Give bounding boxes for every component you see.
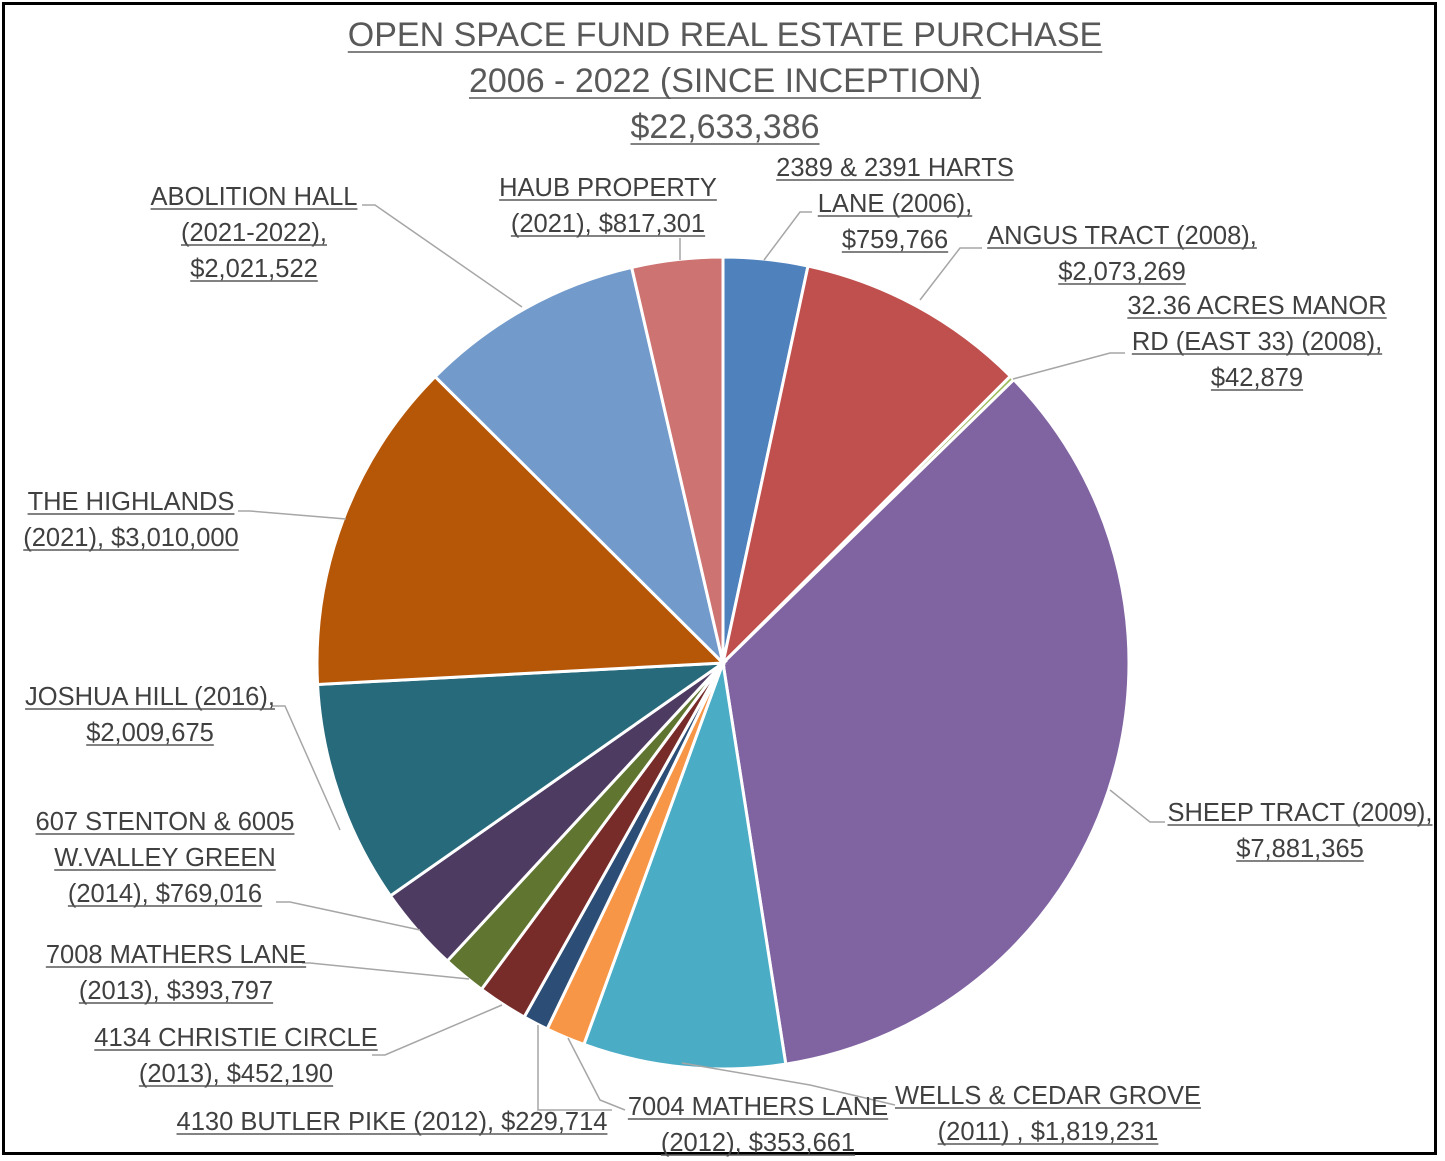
pie-slice-4 xyxy=(581,662,788,1071)
data-label-0: 2389 & 2391 HARTS LANE (2006), $759,766 xyxy=(776,154,1014,254)
data-label-1: ANGUS TRACT (2008), $2,073,269 xyxy=(987,222,1257,286)
leader-line-11 xyxy=(238,510,347,520)
leader-line-8 xyxy=(302,962,470,980)
data-label-11: THE HIGHLANDS (2021), $3,010,000 xyxy=(23,488,239,552)
leader-line-10 xyxy=(272,705,341,831)
data-label-1-line-0: ANGUS TRACT (2008), xyxy=(987,222,1257,250)
data-label-11-line-1: (2021), $3,010,000 xyxy=(23,524,239,552)
data-label-1-line-1: $2,073,269 xyxy=(1058,258,1186,286)
data-label-0-line-1: LANE (2006), xyxy=(818,190,973,218)
data-label-12-line-2: $2,021,522 xyxy=(190,255,318,283)
leader-line-5 xyxy=(567,1037,626,1111)
pie-slice-3 xyxy=(721,377,1131,1066)
leader-line-3 xyxy=(1109,789,1165,823)
data-label-9: 607 STENTON & 6005 W.VALLEY GREEN (2014), … xyxy=(35,808,295,908)
data-label-11-line-0: THE HIGHLANDS xyxy=(28,488,235,516)
leader-line-7 xyxy=(372,1004,503,1056)
data-label-12-line-1: (2021-2022), xyxy=(181,219,327,247)
data-label-6-line-0: 4130 BUTLER PIKE (2012), $229,714 xyxy=(177,1108,608,1136)
leader-lines xyxy=(238,204,1165,1111)
leader-line-6 xyxy=(537,1025,612,1111)
data-label-0-line-0: 2389 & 2391 HARTS xyxy=(776,154,1014,182)
data-label-3: SHEEP TRACT (2009), $7,881,365 xyxy=(1167,799,1433,863)
data-label-5-line-1: (2012), $353,661 xyxy=(661,1129,855,1157)
data-label-4-line-0: WELLS & CEDAR GROVE xyxy=(895,1082,1201,1110)
data-label-2-line-1: RD (EAST 33) (2008), xyxy=(1132,328,1382,356)
data-label-10-line-0: JOSHUA HILL (2016), xyxy=(25,683,275,711)
data-label-6: 4130 BUTLER PIKE (2012), $229,714 xyxy=(176,1108,608,1136)
data-label-13-line-1: (2021), $817,301 xyxy=(511,210,705,238)
data-label-10-line-1: $2,009,675 xyxy=(86,719,214,747)
data-label-3-line-1: $7,881,365 xyxy=(1236,835,1364,863)
pie-slice-13 xyxy=(629,255,725,664)
data-label-8: 7008 MATHERS LANE (2013), $393,797 xyxy=(45,941,307,1005)
data-label-10: JOSHUA HILL (2016), $2,009,675 xyxy=(25,683,275,747)
data-label-2: 32.36 ACRES MANOR RD (EAST 33) (2008), $42… xyxy=(1127,292,1387,392)
data-label-3-line-0: SHEEP TRACT (2009), xyxy=(1167,799,1432,827)
data-label-8-line-1: (2013), $393,797 xyxy=(79,977,273,1005)
data-label-7: 4134 CHRISTIE CIRCLE (2013), $452,190 xyxy=(94,1024,378,1088)
data-label-5-line-0: 7004 MATHERS LANE xyxy=(628,1093,888,1121)
pie-slice-12 xyxy=(433,265,726,668)
data-label-2-line-2: $42,879 xyxy=(1211,364,1303,392)
data-label-8-line-0: 7008 MATHERS LANE xyxy=(46,941,306,969)
data-label-7-line-1: (2013), $452,190 xyxy=(139,1060,333,1088)
data-label-4-line-1: (2011) , $1,819,231 xyxy=(938,1118,1159,1146)
data-label-13: HAUB PROPERTY (2021), $817,301 xyxy=(499,174,717,238)
data-label-9-line-2: (2014), $769,016 xyxy=(68,880,262,908)
data-label-12: ABOLITION HALL (2021-2022), $2,021,522 xyxy=(150,183,358,283)
leader-line-1 xyxy=(919,247,982,301)
data-label-0-line-2: $759,766 xyxy=(842,226,948,254)
chart-title-line-2: 2006 - 2022 (SINCE INCEPTION) xyxy=(469,62,981,100)
pie-slice-10 xyxy=(315,661,729,898)
leader-line-0 xyxy=(763,211,812,261)
leader-line-4 xyxy=(681,1062,896,1106)
data-label-12-line-0: ABOLITION HALL xyxy=(151,183,358,211)
chart-title-line-1: OPEN SPACE FUND REAL ESTATE PURCHASE xyxy=(348,16,1102,54)
data-label-4: WELLS & CEDAR GROVE (2011) , $1,819,231 xyxy=(894,1082,1202,1146)
chart-title: OPEN SPACE FUND REAL ESTATE PURCHASE 200… xyxy=(347,16,1103,146)
data-label-7-line-0: 4134 CHRISTIE CIRCLE xyxy=(94,1024,377,1052)
pie-slices xyxy=(315,255,1131,1071)
leader-line-9 xyxy=(276,901,421,931)
data-label-13-line-0: HAUB PROPERTY xyxy=(499,174,717,202)
leader-line-2 xyxy=(1012,352,1125,380)
data-label-9-line-0: 607 STENTON & 6005 xyxy=(36,808,295,836)
data-labels: 2389 & 2391 HARTS LANE (2006), $759,766 ANG… xyxy=(23,154,1433,1157)
leader-line-12 xyxy=(362,204,523,308)
chart-title-line-3: $22,633,386 xyxy=(630,108,819,146)
data-label-2-line-0: 32.36 ACRES MANOR xyxy=(1127,292,1386,320)
data-label-9-line-1: W.VALLEY GREEN xyxy=(54,844,276,872)
data-label-5: 7004 MATHERS LANE (2012), $353,661 xyxy=(627,1093,889,1157)
pie-slice-1 xyxy=(720,264,1013,668)
